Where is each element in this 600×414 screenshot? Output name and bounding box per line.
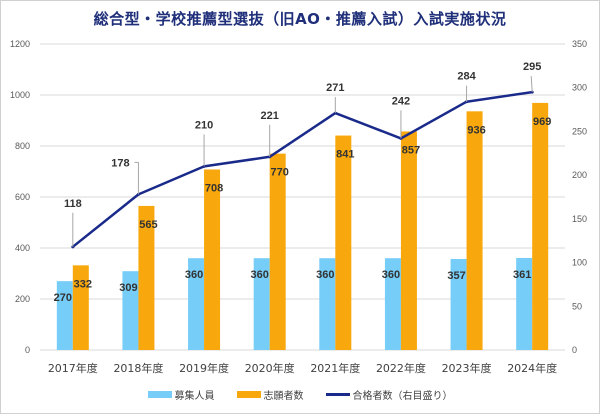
right-tick-label: 250 bbox=[572, 126, 587, 136]
data-label-passers: 295 bbox=[523, 61, 541, 73]
bar-recruitment bbox=[319, 258, 336, 350]
category-label: 2021年度 bbox=[310, 361, 360, 375]
category-labels: 2017年度 2018年度 2019年度 2020年度 2021年度 2022年度 2023… bbox=[48, 361, 557, 375]
bar-recruitment bbox=[450, 258, 467, 350]
data-label-recruitment: 357 bbox=[447, 270, 465, 282]
legend-label-applicants: 志願者数 bbox=[263, 391, 304, 402]
category-label: 2024年度 bbox=[507, 361, 557, 375]
bars bbox=[56, 102, 549, 350]
data-label-applicants: 332 bbox=[74, 278, 92, 290]
bar-applicants bbox=[138, 205, 155, 350]
data-label-passers: 221 bbox=[261, 110, 279, 122]
category-label: 2019年度 bbox=[179, 361, 229, 375]
data-label-recruitment: 309 bbox=[119, 282, 137, 294]
bar-applicants bbox=[72, 265, 89, 350]
bar-recruitment bbox=[516, 257, 533, 350]
right-tick-label: 50 bbox=[572, 301, 582, 311]
left-tick-label: 1200 bbox=[10, 39, 30, 49]
category-label: 2017年度 bbox=[48, 361, 98, 375]
data-label-recruitment: 360 bbox=[316, 269, 334, 281]
bar-applicants bbox=[204, 169, 221, 350]
data-label-passers: 178 bbox=[111, 157, 129, 169]
bar-recruitment bbox=[56, 281, 73, 350]
bar-recruitment bbox=[188, 258, 205, 350]
category-label: 2022年度 bbox=[376, 361, 426, 375]
chart-title: 総合型・学校推薦型選抜（旧AO・推薦入試）入試実施状況 bbox=[93, 10, 507, 28]
right-tick-label: 0 bbox=[572, 345, 577, 355]
data-label-recruitment: 361 bbox=[513, 269, 531, 281]
left-axis-ticks: 0 200 400 600 800 1000 1200 bbox=[10, 39, 30, 355]
data-label-passers: 284 bbox=[457, 71, 476, 83]
data-label-recruitment: 360 bbox=[185, 269, 203, 281]
left-tick-label: 0 bbox=[25, 345, 30, 355]
gridlines bbox=[40, 43, 565, 351]
legend-item-applicants: 志願者数 bbox=[236, 387, 304, 402]
left-tick-label: 800 bbox=[15, 141, 30, 151]
data-label-applicants: 770 bbox=[271, 167, 289, 179]
legend-item-recruitment: 募集人員 bbox=[147, 387, 215, 402]
right-axis-ticks: 0 50 100 150 200 250 300 350 bbox=[572, 39, 587, 355]
bar-applicants bbox=[335, 135, 352, 350]
category-label: 2018年度 bbox=[113, 361, 163, 375]
bar-applicants bbox=[532, 102, 549, 350]
data-label-applicants: 708 bbox=[205, 182, 223, 194]
data-label-recruitment: 270 bbox=[54, 292, 72, 304]
data-label-passers: 242 bbox=[392, 95, 410, 107]
bar-applicants bbox=[269, 153, 286, 350]
data-label-passers: 271 bbox=[326, 82, 344, 94]
right-tick-label: 150 bbox=[572, 214, 587, 224]
bar-recruitment bbox=[253, 258, 270, 350]
data-label-passers: 118 bbox=[64, 198, 82, 210]
right-tick-label: 350 bbox=[572, 39, 587, 49]
right-tick-label: 300 bbox=[572, 83, 587, 93]
right-tick-label: 100 bbox=[572, 258, 587, 268]
legend-label-recruitment: 募集人員 bbox=[174, 391, 215, 402]
data-label-applicants: 857 bbox=[402, 144, 420, 156]
left-tick-label: 400 bbox=[15, 243, 30, 253]
category-label: 2023年度 bbox=[442, 361, 492, 375]
legend-label-passers: 合格者数（右目盛り） bbox=[352, 391, 453, 402]
bar-applicants bbox=[400, 131, 417, 350]
data-label-passers: 210 bbox=[195, 119, 213, 131]
bar-recruitment bbox=[384, 258, 401, 350]
left-tick-label: 200 bbox=[15, 294, 30, 304]
legend-swatch-passers bbox=[325, 393, 350, 396]
left-tick-label: 1000 bbox=[10, 90, 30, 100]
data-label-applicants: 969 bbox=[533, 116, 551, 128]
left-tick-label: 600 bbox=[15, 192, 30, 202]
legend: 募集人員 志願者数 合格者数（右目盛り） bbox=[0, 387, 600, 402]
line-passers bbox=[72, 90, 533, 248]
category-label: 2020年度 bbox=[245, 361, 295, 375]
legend-swatch-recruitment bbox=[147, 391, 172, 398]
bar-recruitment bbox=[122, 271, 139, 350]
data-label-recruitment: 360 bbox=[382, 269, 400, 281]
data-label-recruitment: 360 bbox=[251, 269, 269, 281]
legend-swatch-applicants bbox=[236, 391, 261, 398]
legend-item-passers: 合格者数（右目盛り） bbox=[325, 387, 453, 402]
bar-applicants bbox=[466, 111, 483, 350]
leader-line bbox=[530, 76, 533, 93]
right-tick-label: 200 bbox=[572, 170, 587, 180]
data-label-applicants: 841 bbox=[336, 149, 354, 161]
data-label-applicants: 565 bbox=[139, 219, 157, 231]
data-label-applicants: 936 bbox=[467, 124, 485, 136]
